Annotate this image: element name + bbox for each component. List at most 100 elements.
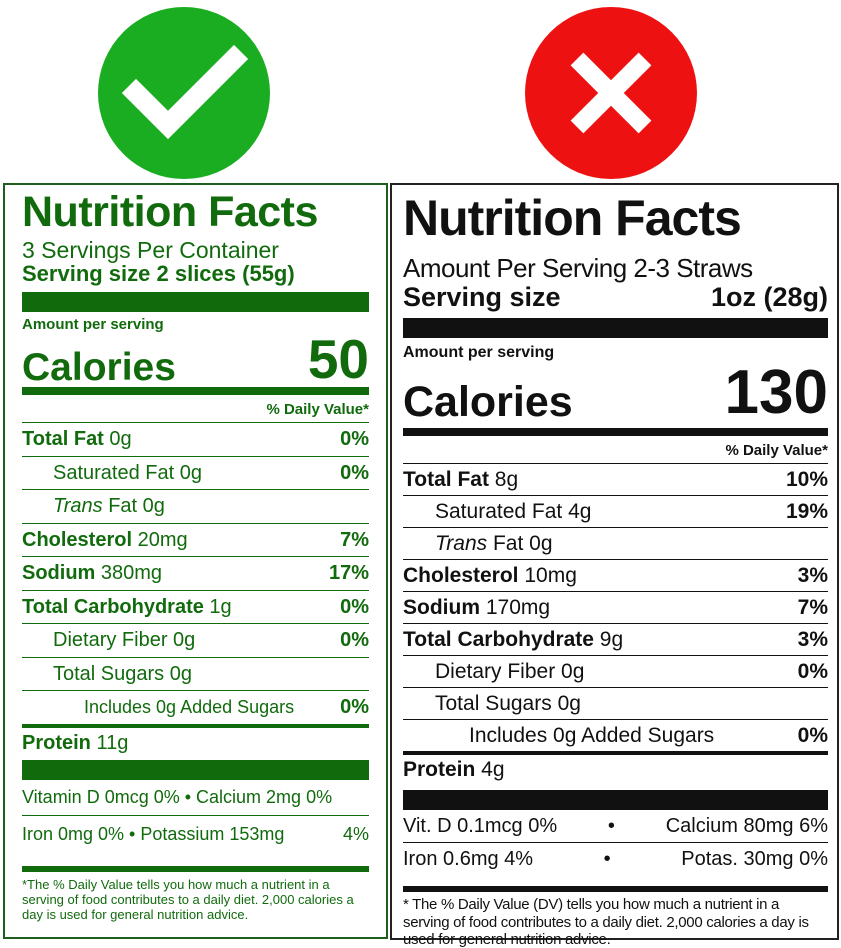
nutrient-amount: 0g — [164, 662, 192, 685]
label-title: Nutrition Facts — [403, 190, 742, 246]
nutrient-row-added-sugars: Includes 0g Added Sugars 0% — [22, 691, 369, 725]
nutrient-name: Total Carbohydrate — [403, 627, 594, 651]
divider-medium — [403, 428, 828, 437]
nutrient-row-saturated-fat: Saturated Fat 0g 0% — [22, 457, 369, 491]
nutrient-name: Cholesterol — [403, 563, 519, 587]
servings-per-container: Amount Per Serving 2-3 Straws — [403, 253, 753, 283]
bullet: • — [607, 814, 615, 837]
checkmark-icon — [98, 7, 270, 179]
calories-value: 130 — [724, 358, 828, 428]
calories-label: Calories — [22, 346, 176, 390]
nutrition-label-incorrect: Nutrition Facts Amount Per Serving 2-3 S… — [390, 183, 839, 948]
nutrient-amount: 11g — [90, 731, 129, 754]
nutrient-amount: 0g — [103, 428, 132, 451]
calories-row: Calories 50 — [22, 328, 369, 391]
nutrient-dv: 0% — [797, 723, 828, 747]
serving-size-label: Serving size — [403, 282, 561, 313]
nutrient-row-total-fat: Total Fat 0g 0% — [22, 423, 369, 457]
nutrient-name: Total Fat — [22, 428, 104, 451]
nutrient-row-saturated-fat: Saturated Fat 4g 19% — [403, 496, 828, 529]
nutrient-amount: 4g — [562, 499, 592, 523]
nutrient-amount: 170mg — [480, 595, 551, 619]
nutrient-amount: Fat 0g — [102, 495, 165, 518]
nutrient-name: Saturated Fat — [53, 461, 175, 484]
nutrient-row-total-sugars: Total Sugars 0g — [22, 658, 369, 692]
nutrient-dv: 3% — [797, 563, 828, 587]
serving-size: Serving size 2 slices (55g) — [22, 261, 295, 287]
nutrient-dv: 0% — [797, 659, 828, 683]
vitamins-text-end: 4% — [342, 823, 369, 844]
nutrient-row-cholesterol: Cholesterol 10mg 3% — [403, 560, 828, 593]
x-mark-icon — [525, 7, 697, 179]
serving-size: Serving size 1oz (28g) — [403, 282, 828, 313]
nutrient-name: Trans — [53, 495, 103, 518]
nutrient-dv: 3% — [797, 627, 828, 651]
nutrient-amount: Fat 0g — [487, 531, 553, 555]
nutrient-amount: 0g — [174, 461, 202, 484]
nutrient-row-sodium: Sodium 380mg 17% — [22, 557, 369, 591]
nutrient-dv: 19% — [785, 499, 828, 523]
nutrient-amount: 1g — [203, 595, 232, 618]
nutrient-amount: 4g — [475, 757, 505, 781]
nutrient-name: Includes 0g Added Sugars — [84, 697, 295, 718]
nutrient-row-protein: Protein 11g — [22, 724, 369, 759]
divider-thick — [403, 318, 828, 339]
nutrient-amount: 0g — [551, 691, 581, 715]
nutrient-row-sodium: Sodium 170mg 7% — [403, 592, 828, 625]
nutrient-row-trans-fat: Trans Fat 0g — [403, 528, 828, 561]
calories-row: Calories 130 — [403, 362, 828, 424]
nutrient-row-added-sugars: Includes 0g Added Sugars 0% — [403, 720, 828, 753]
nutrient-name: Total Sugars — [53, 662, 165, 685]
nutrient-dv: 17% — [328, 562, 369, 585]
nutrient-name: Cholesterol — [22, 528, 133, 551]
servings-per-container: 3 Servings Per Container — [22, 237, 279, 263]
nutrient-dv: 0% — [340, 461, 369, 484]
serving-size-value: 1oz (28g) — [710, 282, 828, 313]
vitamins-text: Vit. D 0.1mcg 0% — [403, 814, 558, 837]
nutrient-name: Sodium — [22, 562, 96, 585]
nutrient-row-total-carbohydrate: Total Carbohydrate 1g 0% — [22, 591, 369, 625]
nutrient-amount: 0g — [555, 659, 585, 683]
nutrient-row-dietary-fiber: Dietary Fiber 0g 0% — [22, 624, 369, 658]
vitamins-row-1: Vitamin D 0mcg 0% • Calcium 2mg 0% — [22, 780, 369, 817]
amount-per-serving: Amount per serving — [403, 344, 555, 362]
nutrient-name: Protein — [22, 731, 91, 754]
vitamins-text-end: Calcium 80mg 6% — [665, 814, 828, 837]
nutrient-dv: 0% — [340, 595, 369, 618]
vitamins-row-1: Vit. D 0.1mcg 0% • Calcium 80mg 6% — [403, 810, 828, 844]
vitamins-row-2: Iron 0mg 0% • Potassium 153mg 4% — [22, 816, 369, 852]
divider-thick — [22, 292, 369, 313]
divider-thick — [403, 790, 828, 811]
nutrient-dv: 7% — [797, 595, 828, 619]
amount-per-serving: Amount per serving — [22, 316, 164, 334]
footnote: * The % Daily Value (DV) tells you how m… — [403, 886, 828, 948]
nutrient-amount: 380mg — [95, 562, 163, 585]
vitamins-text: Vitamin D 0mcg 0% • Calcium 2mg 0% — [22, 787, 333, 808]
bullet: • — [603, 848, 611, 871]
vitamins-text: Iron 0mg 0% • Potassium 153mg — [22, 823, 285, 844]
nutrient-row-trans-fat: Trans Fat 0g — [22, 490, 369, 524]
nutrient-dv: 0% — [340, 696, 369, 719]
nutrient-name: Saturated Fat — [435, 499, 563, 523]
nutrient-name: Total Carbohydrate — [22, 595, 204, 618]
nutrient-row-total-fat: Total Fat 8g 10% — [403, 464, 828, 497]
nutrient-row-total-sugars: Total Sugars 0g — [403, 688, 828, 721]
nutrient-name: Dietary Fiber — [435, 659, 556, 683]
nutrition-label-correct: Nutrition Facts 3 Servings Per Container… — [3, 183, 388, 939]
nutrient-amount: 0g — [167, 629, 196, 652]
vitamins-text: Iron 0.6mg 4% — [403, 848, 534, 871]
vitamins-text-end: Potas. 30mg 0% — [681, 848, 828, 871]
nutrient-dv: 10% — [785, 467, 828, 491]
nutrient-dv: 0% — [340, 629, 369, 652]
nutrient-amount: 10mg — [518, 563, 577, 587]
nutrient-amount: 20mg — [132, 528, 188, 551]
divider-medium — [22, 387, 369, 396]
divider-thick — [22, 760, 369, 781]
nutrient-amount: 8g — [488, 467, 519, 491]
nutrient-row-protein: Protein 4g — [403, 752, 828, 784]
calories-value: 50 — [307, 328, 369, 391]
nutrient-name: Total Sugars — [435, 691, 552, 715]
nutrient-name: Total Fat — [403, 467, 489, 491]
vitamins-row-2: Iron 0.6mg 4% • Potas. 30mg 0% — [403, 843, 828, 876]
nutrient-row-dietary-fiber: Dietary Fiber 0g 0% — [403, 656, 828, 689]
